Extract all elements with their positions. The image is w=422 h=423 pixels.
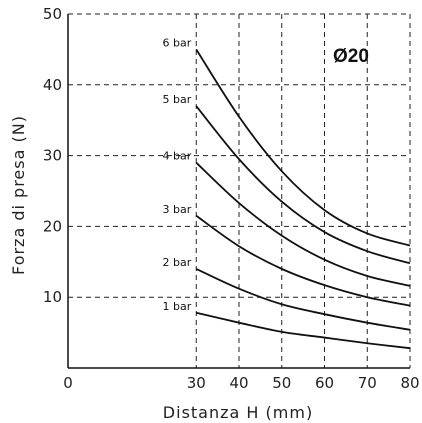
- diameter-badge: Ø20: [333, 46, 369, 67]
- series-label: 6 bar: [163, 36, 192, 49]
- grid: [68, 13, 411, 368]
- y-tick-label: 50: [43, 5, 62, 23]
- y-tick-label: 40: [43, 76, 62, 94]
- y-axis-title: Forza di presa (N): [9, 115, 28, 275]
- x-tick-label: 80: [400, 374, 419, 392]
- x-tick-label: 60: [315, 374, 334, 392]
- series-line: [195, 162, 411, 287]
- series-label: 5 bar: [163, 93, 192, 106]
- series-label: 3 bar: [163, 203, 192, 216]
- x-axis-title: Distanza H (mm): [163, 403, 313, 422]
- x-tick-label: 30: [187, 374, 206, 392]
- series-lines: [195, 48, 411, 350]
- y-tick-label: 10: [43, 288, 62, 306]
- series-line: [195, 215, 411, 307]
- x-tick-label: 70: [358, 374, 377, 392]
- series-label: 2 bar: [163, 256, 192, 269]
- x-tick-label: 40: [229, 374, 248, 392]
- x-tick-label: 50: [272, 374, 291, 392]
- series-labels: 6 bar 5 bar 4 bar 3 bar 2 bar 1 bar: [163, 36, 192, 312]
- y-tick-label: 30: [43, 147, 62, 165]
- series-line: [196, 311, 411, 350]
- x-tick-label: 0: [63, 374, 73, 392]
- series-line: [195, 268, 411, 331]
- series-line: [195, 48, 411, 247]
- axes: [67, 14, 410, 369]
- series-label: 1 bar: [163, 300, 192, 313]
- tick-labels: 0 30 40 50 60 70 80 10 20 30 40 50: [43, 5, 420, 392]
- y-tick-label: 20: [43, 217, 62, 235]
- series-label: 4 bar: [163, 150, 192, 163]
- series-line: [195, 105, 411, 265]
